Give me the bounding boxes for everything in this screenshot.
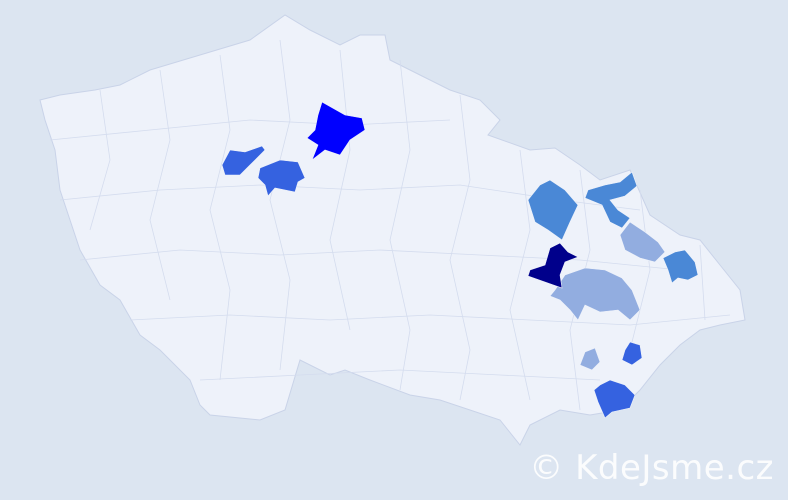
region-moravia-dark[interactable] [527, 242, 579, 289]
region-east-bohemia-a[interactable] [527, 179, 579, 241]
region-central-west-a[interactable] [221, 145, 266, 176]
region-moravia-light-c[interactable] [579, 347, 601, 371]
region-north-moravia-a[interactable] [584, 171, 638, 229]
region-moravia-light-b[interactable] [549, 267, 641, 321]
region-central-west-b[interactable] [257, 159, 306, 197]
region-south-moravia-a[interactable] [621, 341, 643, 366]
region-moravia-light-a[interactable] [619, 221, 666, 263]
watermark: © KdeJsme.cz [529, 448, 774, 488]
region-north-moravia-b[interactable] [662, 249, 699, 284]
region-north-bohemia[interactable] [306, 101, 366, 161]
district-borders [49, 39, 731, 411]
region-south-moravia-b[interactable] [593, 379, 636, 419]
